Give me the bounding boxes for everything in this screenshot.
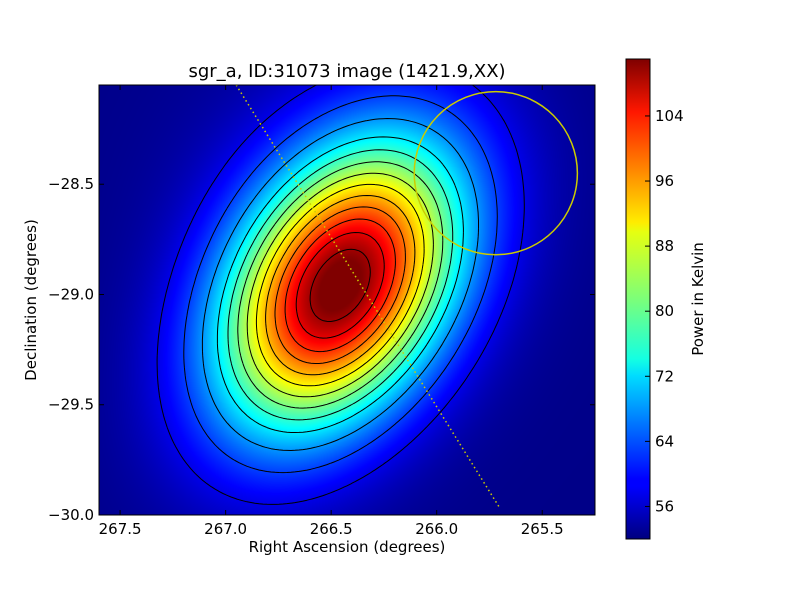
y-tick-label: −29.0 bbox=[48, 285, 94, 303]
contour-line bbox=[309, 248, 371, 322]
colorbar-tick-label: 64 bbox=[655, 432, 674, 450]
x-tick-label: 266.5 bbox=[310, 520, 353, 538]
heatmap-image bbox=[99, 85, 595, 515]
colorbar-tick-label: 104 bbox=[655, 107, 684, 125]
contour-line bbox=[156, 85, 525, 505]
overlay-layer bbox=[235, 85, 579, 509]
x-tick-label: 267.5 bbox=[99, 520, 142, 538]
y-tick-label: −29.5 bbox=[48, 396, 94, 414]
beam-circle bbox=[413, 90, 579, 256]
contour-line bbox=[216, 136, 464, 433]
contour-line bbox=[255, 183, 425, 387]
plot-frame bbox=[98, 84, 596, 516]
colorbar-tick-label: 72 bbox=[655, 367, 674, 385]
contour-lines bbox=[156, 85, 525, 505]
colorbar-tick-label: 56 bbox=[655, 497, 674, 515]
colorbar-ticks: 56 64 72 80 88 96 104 bbox=[645, 107, 684, 515]
colorbar-tick-label: 88 bbox=[655, 237, 674, 255]
x-tick-label: 267.0 bbox=[204, 520, 247, 538]
colorbar-label: Power in Kelvin bbox=[689, 242, 707, 356]
y-axis-ticks: −28.5 −29.0 −29.5 −30.0 bbox=[48, 175, 595, 524]
contour-line bbox=[227, 149, 454, 421]
contour-line bbox=[295, 232, 385, 339]
contour-line bbox=[237, 161, 444, 409]
x-axis-label: Right Ascension (degrees) bbox=[249, 538, 446, 556]
colorbar-tick-label: 96 bbox=[655, 172, 674, 190]
x-axis-ticks: 267.5 267.0 266.5 266.0 265.5 bbox=[99, 85, 564, 538]
contour-line bbox=[265, 195, 416, 376]
colorbar: 56 64 72 80 88 96 104 Power in Kelvin bbox=[625, 58, 707, 540]
x-tick-label: 266.0 bbox=[415, 520, 458, 538]
y-tick-label: −30.0 bbox=[48, 506, 94, 524]
chart-title: sgr_a, ID:31073 image (1421.9,XX) bbox=[188, 61, 505, 82]
contour-line bbox=[284, 218, 396, 353]
contour-line bbox=[274, 206, 406, 364]
colorbar-gradient bbox=[625, 58, 651, 540]
y-axis-label: Declination (degrees) bbox=[22, 219, 40, 381]
plot-area bbox=[98, 84, 596, 516]
contour-line bbox=[201, 118, 479, 451]
y-tick-label: −28.5 bbox=[48, 175, 94, 193]
colorbar-tick-label: 80 bbox=[655, 302, 674, 320]
x-tick-label: 265.5 bbox=[521, 520, 564, 538]
contour-line bbox=[246, 172, 434, 398]
